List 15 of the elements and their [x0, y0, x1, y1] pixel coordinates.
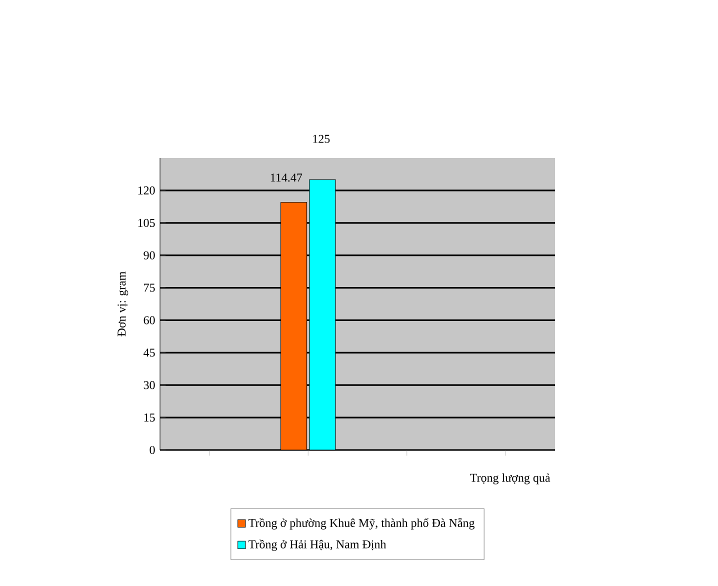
y-tick-label: 45 [144, 348, 155, 357]
legend-label: Trồng ở phường Khuê Mỹ, thành phố Đà Nẵng [248, 518, 475, 530]
y-axis-title: Đơn vị: gram [118, 272, 128, 336]
y-tick-label: 75 [144, 284, 155, 292]
y-tick-label: 30 [144, 381, 155, 390]
y-tick-label: 105 [138, 218, 155, 227]
data-label: 114.47 [270, 174, 302, 182]
y-tick-label: 0 [150, 446, 155, 454]
y-tick-label: 60 [144, 316, 155, 324]
data-label: 125 [313, 134, 330, 143]
y-tick-label: 15 [144, 414, 155, 422]
y-tick-label: 120 [138, 186, 155, 194]
x-axis-title: Trọng lượng quả [470, 473, 550, 484]
legend-label: Trồng ở Hải Hậu, Nam Định [248, 540, 386, 551]
y-tick-label: 90 [144, 251, 155, 260]
